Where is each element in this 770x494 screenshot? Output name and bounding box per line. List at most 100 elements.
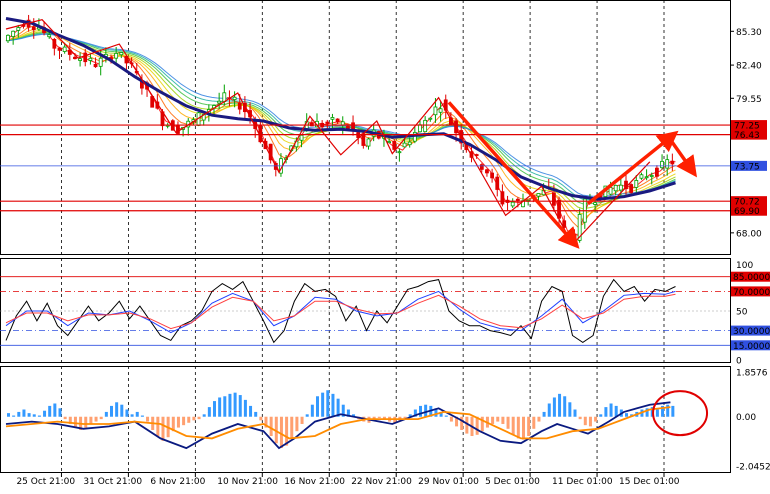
candle-body-16 bbox=[88, 57, 93, 61]
price-panel bbox=[0, 14, 730, 249]
macd-hist-bar-84 bbox=[439, 411, 443, 417]
osc-series-red bbox=[5, 293, 676, 330]
macd-hist-bar-29 bbox=[156, 416, 160, 437]
macd-hist-bar-1 bbox=[12, 415, 16, 417]
candle-body-106 bbox=[552, 192, 556, 206]
macd-hist-bar-73 bbox=[382, 416, 386, 420]
price-y-tick-0: 85.30 bbox=[736, 28, 762, 38]
candle-body-0 bbox=[6, 34, 10, 42]
x-tick-label-9: 15 Dec 01:00 bbox=[619, 477, 680, 487]
macd-hist-bar-105 bbox=[547, 403, 551, 417]
macd-hist-bar-120 bbox=[625, 413, 628, 417]
candle-body-96 bbox=[500, 191, 505, 205]
macd-hist-bar-66 bbox=[346, 409, 350, 417]
macd-hist-bar-94 bbox=[491, 416, 495, 424]
candle-body-22 bbox=[119, 52, 124, 56]
macd-hist-bar-102 bbox=[532, 416, 536, 429]
macd-hist-bar-67 bbox=[352, 414, 356, 417]
price-y-tick-3: 68.00 bbox=[736, 229, 762, 239]
macd-hist-bar-38 bbox=[202, 414, 206, 417]
x-tick-label-8: 11 Dec 01:00 bbox=[552, 477, 613, 487]
macd-hist-bar-62 bbox=[326, 390, 330, 417]
macd-hist-bar-4 bbox=[27, 413, 31, 417]
level-label-2: 73.75 bbox=[734, 162, 760, 172]
macd-hist-bar-96 bbox=[501, 416, 505, 424]
macd-hist-bar-92 bbox=[480, 416, 484, 432]
macd-y-tick-2: -2.0452 bbox=[736, 463, 770, 473]
macd-y-tick-0: 1.8576 bbox=[736, 369, 768, 379]
macd-hist-bar-104 bbox=[542, 411, 546, 417]
oscillator-panel bbox=[0, 276, 730, 346]
macd-hist-bar-78 bbox=[408, 414, 412, 417]
candle-body-15 bbox=[83, 52, 88, 63]
candle-body-64 bbox=[335, 118, 340, 123]
macd-hist-bar-91 bbox=[475, 416, 479, 435]
price-y-tick-1: 82.40 bbox=[736, 62, 762, 72]
macd-panel bbox=[5, 390, 709, 450]
macd-hist-bar-88 bbox=[460, 416, 464, 430]
candle-body-18 bbox=[98, 57, 103, 67]
macd-hist-bar-19 bbox=[104, 411, 108, 417]
trend-arrow-0 bbox=[447, 101, 580, 249]
macd-hist-bar-80 bbox=[419, 405, 422, 417]
candle-body-93 bbox=[485, 169, 489, 174]
macd-hist-bar-109 bbox=[568, 402, 572, 417]
price-panel-frame bbox=[0, 0, 731, 255]
osc-level-label-1: 70.0000 bbox=[733, 288, 770, 298]
candle-body-44 bbox=[232, 96, 237, 100]
macd-hist-bar-86 bbox=[449, 416, 453, 422]
candle-body-62 bbox=[325, 121, 330, 124]
candle-body-8 bbox=[47, 34, 52, 38]
candle-body-124 bbox=[644, 176, 649, 179]
macd-hist-bar-51 bbox=[269, 416, 273, 437]
candle-body-109 bbox=[567, 231, 572, 233]
macd-hist-bar-48 bbox=[254, 411, 258, 417]
candle-body-92 bbox=[479, 164, 484, 170]
macd-hist-bar-118 bbox=[614, 405, 618, 417]
macd-hist-bar-33 bbox=[176, 416, 180, 428]
macd-hist-bar-110 bbox=[573, 409, 577, 417]
macd-hist-bar-106 bbox=[552, 397, 556, 417]
macd-hist-bar-39 bbox=[207, 407, 211, 417]
candle-body-23 bbox=[124, 56, 129, 64]
macd-hist-bar-83 bbox=[434, 408, 438, 417]
osc-level-tag-1 bbox=[731, 286, 770, 297]
candle-body-5 bbox=[31, 26, 36, 31]
macd-hist-bar-127 bbox=[661, 405, 665, 417]
macd-hist-bar-9 bbox=[53, 403, 57, 417]
candle-body-121 bbox=[629, 184, 634, 193]
axis-labels: 25 Oct 21:00 31 Oct 21:00 6 Nov 21:00 10 No… bbox=[16, 28, 770, 487]
macd-hist-bar-34 bbox=[182, 416, 186, 426]
candle-body-13 bbox=[73, 56, 77, 60]
macd-hist-bar-55 bbox=[290, 416, 294, 439]
macd-hist-bar-65 bbox=[341, 404, 345, 417]
macd-hist-bar-52 bbox=[274, 416, 278, 444]
osc-y-tick-2: 0 bbox=[736, 357, 742, 367]
macd-hist-bar-95 bbox=[496, 416, 500, 422]
candle-body-14 bbox=[78, 58, 82, 61]
macd-hist-bar-6 bbox=[37, 415, 41, 417]
macd-hist-bar-126 bbox=[655, 409, 659, 417]
candle-body-65 bbox=[340, 121, 345, 126]
macd-hist-bar-124 bbox=[645, 408, 649, 417]
osc-level-tag-3 bbox=[731, 340, 770, 351]
candle-body-45 bbox=[237, 102, 242, 110]
candle-body-122 bbox=[634, 180, 639, 188]
macd-hist-bar-99 bbox=[516, 416, 520, 439]
macd-hist-bar-64 bbox=[336, 398, 340, 417]
macd-hist-bar-44 bbox=[233, 392, 237, 417]
macd-hist-bar-37 bbox=[197, 416, 201, 420]
macd-hist-bar-17 bbox=[94, 416, 98, 422]
level-label-3: 70.72 bbox=[734, 198, 760, 208]
candle-body-95 bbox=[495, 176, 500, 190]
macd-hist-bar-81 bbox=[424, 404, 428, 417]
macd-hist-bar-128 bbox=[666, 404, 670, 417]
macd-hist-bar-97 bbox=[506, 416, 510, 429]
macd-hist-bar-112 bbox=[583, 416, 587, 426]
x-tick-label-2: 6 Nov 21:00 bbox=[150, 477, 205, 487]
osc-level-tag-0 bbox=[731, 271, 770, 282]
candle-body-1 bbox=[11, 30, 16, 37]
macd-hist-bar-108 bbox=[563, 396, 567, 417]
macd-line-orange bbox=[5, 406, 671, 440]
